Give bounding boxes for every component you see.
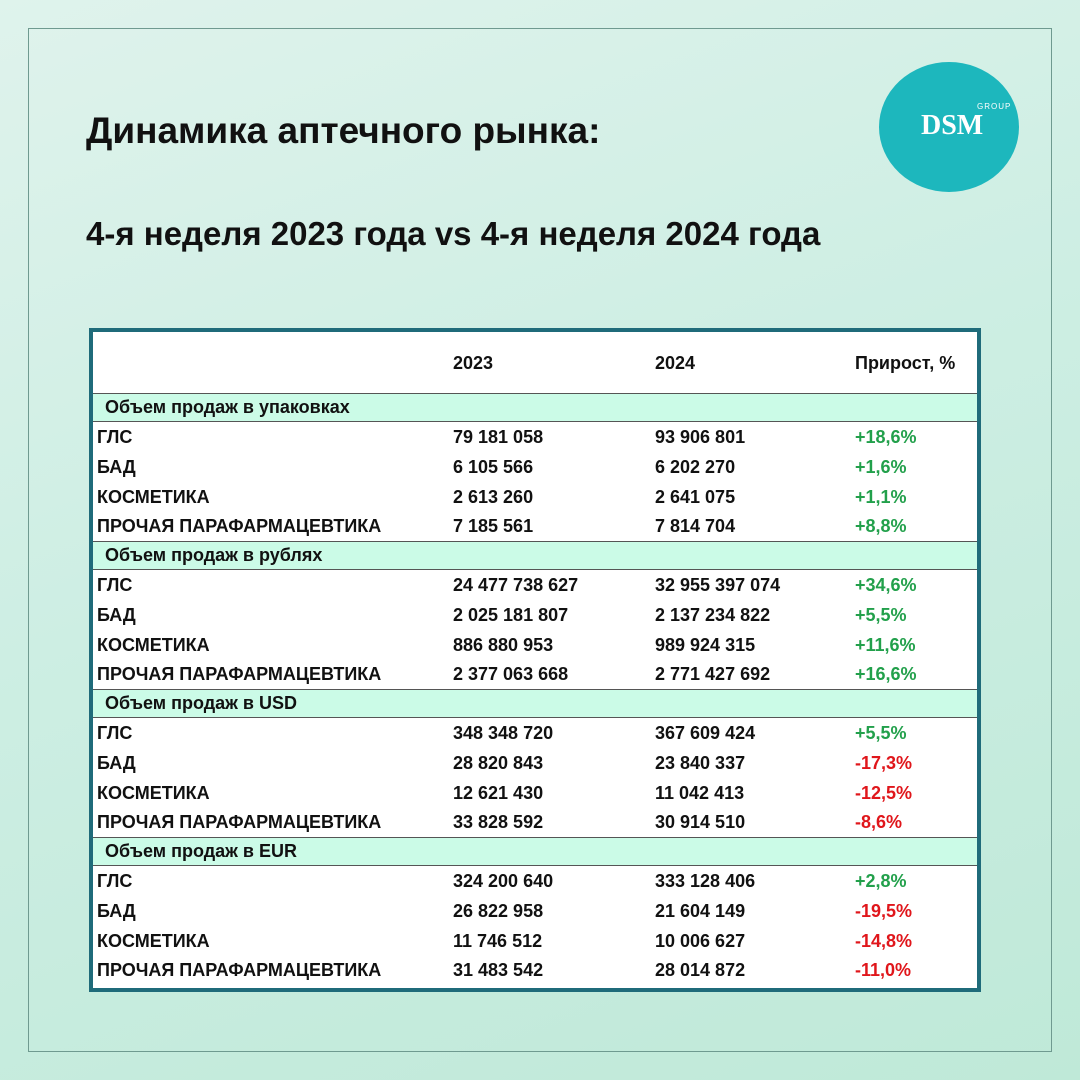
- value-2024: 367 609 424: [655, 723, 756, 743]
- table: 2023 2024 Прирост, % Объем продаж в упаковк…: [89, 328, 981, 992]
- value-2023: 12 621 430: [453, 782, 544, 803]
- column-header: Прирост, %: [855, 353, 956, 373]
- growth: -14,8%: [855, 930, 913, 951]
- value-2023: 886 880 953: [453, 634, 554, 655]
- row-label: БАД: [97, 752, 136, 773]
- section-title: Объем продаж в USD: [105, 693, 297, 713]
- row-label: ГЛС: [97, 723, 133, 743]
- value-2024: 11 042 413: [655, 782, 745, 803]
- value-2024: 32 955 397 074: [655, 575, 781, 595]
- row-label: ПРОЧАЯ ПАРАФАРМАЦЕВТИКА: [97, 664, 382, 685]
- value-2023: 24 477 738 627: [453, 575, 579, 595]
- value-2024: 2 641 075: [655, 486, 736, 507]
- value-2023: 7 185 561: [453, 516, 534, 537]
- section-band: [93, 541, 977, 570]
- row-label: КОСМЕТИКА: [97, 782, 210, 803]
- value-2024: 6 202 270: [655, 456, 736, 477]
- logo: GROUP DSM: [879, 62, 1019, 192]
- value-2023: 348 348 720: [453, 723, 554, 743]
- growth: +1,6%: [855, 456, 907, 477]
- row-label: ПРОЧАЯ ПАРАФАРМАЦЕВТИКА: [97, 960, 382, 981]
- value-2023: 31 483 542: [453, 960, 544, 981]
- growth: -17,3%: [855, 752, 913, 773]
- value-2023: 6 105 566: [453, 456, 534, 477]
- row-label: БАД: [97, 456, 136, 477]
- value-2023: 33 828 592: [453, 812, 544, 833]
- value-2024: 7 814 704: [655, 516, 736, 537]
- growth: -12,5%: [855, 782, 913, 803]
- value-2024: 989 924 315: [655, 634, 756, 655]
- value-2024: 23 840 337: [655, 752, 746, 773]
- growth: +18,6%: [855, 427, 917, 447]
- growth: +1,1%: [855, 486, 907, 507]
- row-label: ГЛС: [97, 871, 133, 891]
- growth: +8,8%: [855, 516, 907, 537]
- value-2024: 93 906 801: [655, 427, 746, 447]
- value-2023: 2 025 181 807: [453, 604, 569, 625]
- logo-group: GROUP: [977, 102, 1012, 111]
- section-title: Объем продаж в рублях: [105, 545, 323, 565]
- value-2023: 2 613 260: [453, 486, 534, 507]
- section-title: Объем продаж в упаковках: [105, 397, 350, 417]
- growth: +5,5%: [855, 604, 907, 625]
- growth: +5,5%: [855, 723, 907, 743]
- growth: +16,6%: [855, 664, 917, 685]
- value-2024: 28 014 872: [655, 960, 746, 981]
- row-label: ПРОЧАЯ ПАРАФАРМАЦЕВТИКА: [97, 516, 382, 537]
- growth: +2,8%: [855, 871, 907, 891]
- row-label: БАД: [97, 900, 136, 921]
- value-2024: 21 604 149: [655, 900, 746, 921]
- row-label: ГЛС: [97, 427, 133, 447]
- value-2024: 10 006 627: [655, 930, 746, 951]
- section-band: [93, 393, 977, 422]
- row-label: БАД: [97, 604, 136, 625]
- value-2024: 2 771 427 692: [655, 664, 771, 685]
- value-2023: 26 822 958: [453, 900, 544, 921]
- growth: -11,0%: [855, 960, 912, 981]
- column-header: 2024: [655, 353, 696, 373]
- value-2023: 28 820 843: [453, 752, 544, 773]
- row-label: КОСМЕТИКА: [97, 634, 210, 655]
- section-title: Объем продаж в EUR: [105, 841, 297, 861]
- column-header: 2023: [453, 353, 494, 373]
- value-2023: 79 181 058: [453, 427, 544, 447]
- growth: -8,6%: [855, 812, 903, 833]
- row-label: КОСМЕТИКА: [97, 930, 210, 951]
- frame: [28, 28, 1052, 1052]
- growth: -19,5%: [855, 900, 913, 921]
- subtitle: 4-я неделя 2023 года vs 4-я неделя 2024 …: [86, 215, 821, 252]
- value-2023: 11 746 512: [453, 930, 543, 951]
- row-label: КОСМЕТИКА: [97, 486, 210, 507]
- title: Динамика аптечного рынка:: [86, 110, 601, 151]
- value-2024: 333 128 406: [655, 871, 756, 891]
- growth: +34,6%: [855, 575, 917, 595]
- value-2023: 2 377 063 668: [453, 664, 569, 685]
- value-2024: 30 914 510: [655, 812, 746, 833]
- value-2023: 324 200 640: [453, 871, 554, 891]
- logo-brand: DSM: [921, 110, 984, 141]
- section-band: [93, 837, 977, 866]
- row-label: ГЛС: [97, 575, 133, 595]
- row-label: ПРОЧАЯ ПАРАФАРМАЦЕВТИКА: [97, 812, 382, 833]
- section-band: [93, 689, 977, 718]
- value-2024: 2 137 234 822: [655, 604, 771, 625]
- growth: +11,6%: [855, 634, 916, 655]
